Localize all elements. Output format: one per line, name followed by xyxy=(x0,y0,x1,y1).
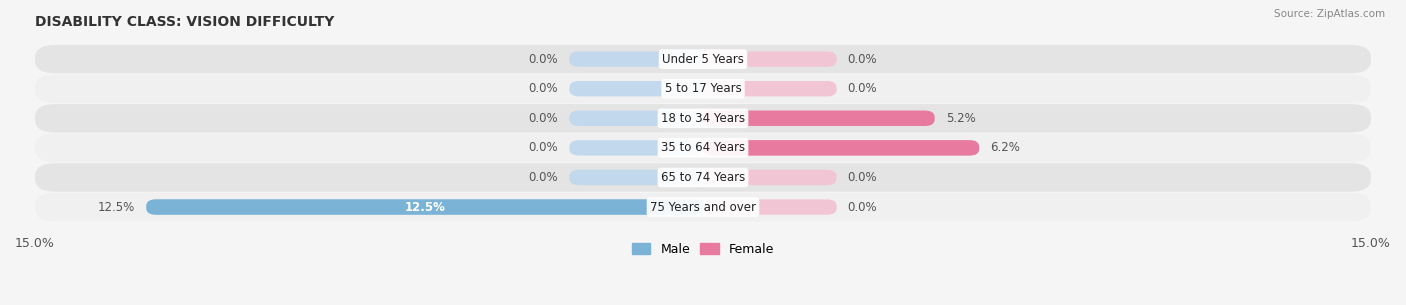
Text: 0.0%: 0.0% xyxy=(529,53,558,66)
Legend: Male, Female: Male, Female xyxy=(627,238,779,261)
Text: Source: ZipAtlas.com: Source: ZipAtlas.com xyxy=(1274,9,1385,19)
FancyBboxPatch shape xyxy=(35,163,1371,192)
Text: 65 to 74 Years: 65 to 74 Years xyxy=(661,171,745,184)
Text: 5.2%: 5.2% xyxy=(946,112,976,125)
FancyBboxPatch shape xyxy=(703,140,979,156)
FancyBboxPatch shape xyxy=(703,111,935,126)
FancyBboxPatch shape xyxy=(146,199,703,215)
FancyBboxPatch shape xyxy=(35,104,1371,132)
Text: 35 to 64 Years: 35 to 64 Years xyxy=(661,142,745,154)
Text: 75 Years and over: 75 Years and over xyxy=(650,201,756,213)
FancyBboxPatch shape xyxy=(703,170,837,185)
FancyBboxPatch shape xyxy=(703,199,837,215)
FancyBboxPatch shape xyxy=(569,170,703,185)
Text: 0.0%: 0.0% xyxy=(848,201,877,213)
Text: 0.0%: 0.0% xyxy=(848,53,877,66)
FancyBboxPatch shape xyxy=(703,52,837,67)
Text: 0.0%: 0.0% xyxy=(529,142,558,154)
FancyBboxPatch shape xyxy=(703,140,979,156)
Text: 18 to 34 Years: 18 to 34 Years xyxy=(661,112,745,125)
FancyBboxPatch shape xyxy=(569,111,703,126)
FancyBboxPatch shape xyxy=(703,81,837,96)
Text: 0.0%: 0.0% xyxy=(529,171,558,184)
Text: 0.0%: 0.0% xyxy=(529,112,558,125)
FancyBboxPatch shape xyxy=(35,193,1371,221)
Text: 5 to 17 Years: 5 to 17 Years xyxy=(665,82,741,95)
Text: 0.0%: 0.0% xyxy=(529,82,558,95)
FancyBboxPatch shape xyxy=(569,81,703,96)
FancyBboxPatch shape xyxy=(35,134,1371,162)
Text: DISABILITY CLASS: VISION DIFFICULTY: DISABILITY CLASS: VISION DIFFICULTY xyxy=(35,15,335,29)
Text: 6.2%: 6.2% xyxy=(990,142,1021,154)
FancyBboxPatch shape xyxy=(569,140,703,156)
Text: 12.5%: 12.5% xyxy=(404,201,446,213)
Text: 0.0%: 0.0% xyxy=(848,171,877,184)
FancyBboxPatch shape xyxy=(703,111,935,126)
Text: 12.5%: 12.5% xyxy=(98,201,135,213)
FancyBboxPatch shape xyxy=(35,74,1371,103)
FancyBboxPatch shape xyxy=(35,45,1371,73)
Text: Under 5 Years: Under 5 Years xyxy=(662,53,744,66)
Text: 0.0%: 0.0% xyxy=(848,82,877,95)
FancyBboxPatch shape xyxy=(569,52,703,67)
FancyBboxPatch shape xyxy=(146,199,703,215)
